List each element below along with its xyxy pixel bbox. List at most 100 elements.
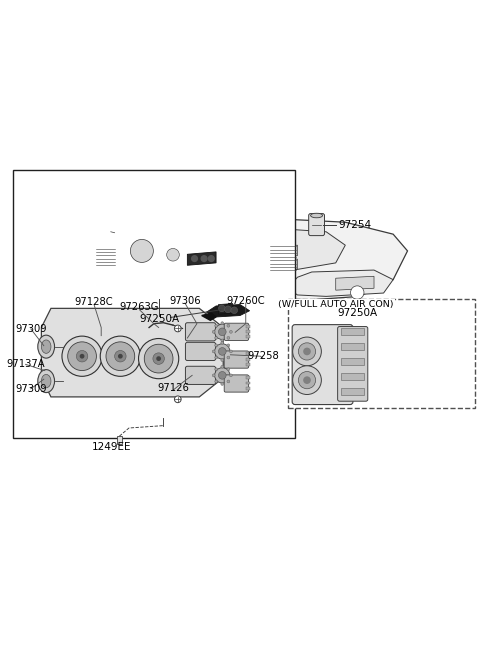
Bar: [246, 352, 250, 355]
Polygon shape: [41, 309, 223, 397]
Polygon shape: [218, 303, 233, 314]
Circle shape: [167, 248, 180, 261]
Circle shape: [212, 330, 215, 333]
Circle shape: [118, 354, 123, 358]
Polygon shape: [96, 247, 116, 267]
Bar: [246, 335, 250, 338]
Circle shape: [174, 325, 181, 332]
Text: (W/FULL AUTO AIR CON): (W/FULL AUTO AIR CON): [278, 300, 394, 309]
Polygon shape: [269, 245, 298, 257]
Polygon shape: [125, 247, 182, 270]
Circle shape: [192, 255, 197, 261]
Circle shape: [215, 344, 230, 359]
Polygon shape: [202, 313, 216, 320]
Circle shape: [227, 324, 230, 327]
Circle shape: [221, 365, 224, 368]
Bar: [246, 377, 250, 379]
Ellipse shape: [38, 335, 55, 358]
Bar: [341, 358, 364, 365]
Circle shape: [215, 324, 217, 327]
Polygon shape: [82, 217, 408, 309]
Ellipse shape: [41, 340, 51, 353]
Circle shape: [293, 337, 322, 365]
Bar: [341, 343, 364, 350]
Circle shape: [227, 344, 230, 346]
Circle shape: [218, 305, 225, 312]
Circle shape: [221, 339, 224, 342]
Circle shape: [227, 337, 230, 339]
Circle shape: [153, 353, 164, 364]
Circle shape: [100, 336, 141, 377]
Circle shape: [131, 240, 154, 263]
FancyBboxPatch shape: [292, 325, 353, 405]
Circle shape: [229, 330, 232, 333]
Bar: [341, 388, 364, 396]
Circle shape: [212, 374, 215, 377]
FancyBboxPatch shape: [224, 351, 249, 368]
Circle shape: [215, 356, 217, 359]
FancyBboxPatch shape: [185, 323, 216, 341]
Circle shape: [231, 307, 238, 314]
Bar: [246, 387, 250, 390]
FancyBboxPatch shape: [224, 323, 249, 341]
Bar: [12, 170, 295, 438]
Circle shape: [62, 336, 102, 377]
FancyBboxPatch shape: [224, 375, 249, 392]
Circle shape: [303, 348, 311, 355]
Bar: [246, 330, 250, 333]
Ellipse shape: [41, 375, 51, 388]
Circle shape: [299, 343, 316, 360]
Circle shape: [215, 344, 217, 346]
Text: 97309: 97309: [15, 324, 47, 334]
Circle shape: [227, 356, 230, 359]
Circle shape: [212, 350, 215, 353]
Polygon shape: [336, 276, 374, 290]
Bar: [246, 358, 250, 360]
Polygon shape: [269, 259, 298, 271]
Circle shape: [218, 371, 226, 379]
Circle shape: [350, 286, 364, 299]
Text: 1249EE: 1249EE: [92, 442, 132, 452]
Circle shape: [215, 367, 230, 383]
Circle shape: [115, 350, 126, 362]
Polygon shape: [288, 270, 393, 297]
Circle shape: [123, 232, 161, 270]
Bar: [117, 436, 122, 444]
Circle shape: [221, 341, 224, 345]
Text: 97126: 97126: [157, 383, 189, 393]
Polygon shape: [120, 226, 345, 272]
Text: 97263G: 97263G: [120, 303, 159, 312]
Circle shape: [139, 339, 179, 379]
Circle shape: [229, 350, 232, 353]
Text: 97260C: 97260C: [227, 295, 265, 306]
Text: 97137A: 97137A: [6, 360, 45, 369]
Bar: [246, 325, 250, 328]
Circle shape: [227, 380, 230, 383]
Circle shape: [76, 350, 88, 362]
Circle shape: [221, 358, 224, 362]
Text: 97309: 97309: [15, 384, 47, 394]
Text: 97250A: 97250A: [337, 308, 377, 318]
Circle shape: [221, 322, 224, 325]
Text: 97306: 97306: [169, 295, 201, 306]
FancyBboxPatch shape: [309, 214, 324, 236]
Circle shape: [174, 396, 181, 403]
Circle shape: [106, 342, 135, 371]
Circle shape: [218, 328, 226, 335]
Polygon shape: [206, 305, 250, 317]
Bar: [341, 373, 364, 381]
FancyBboxPatch shape: [185, 366, 216, 384]
Text: 97254: 97254: [338, 219, 371, 230]
Bar: [341, 328, 364, 335]
Circle shape: [208, 255, 214, 261]
Ellipse shape: [311, 214, 323, 217]
Circle shape: [215, 368, 217, 371]
Ellipse shape: [38, 369, 55, 392]
Circle shape: [68, 342, 96, 371]
Circle shape: [215, 337, 217, 339]
Text: 97258: 97258: [247, 351, 279, 361]
Circle shape: [144, 345, 173, 373]
Circle shape: [303, 377, 311, 384]
Circle shape: [215, 380, 217, 383]
Polygon shape: [187, 252, 216, 265]
